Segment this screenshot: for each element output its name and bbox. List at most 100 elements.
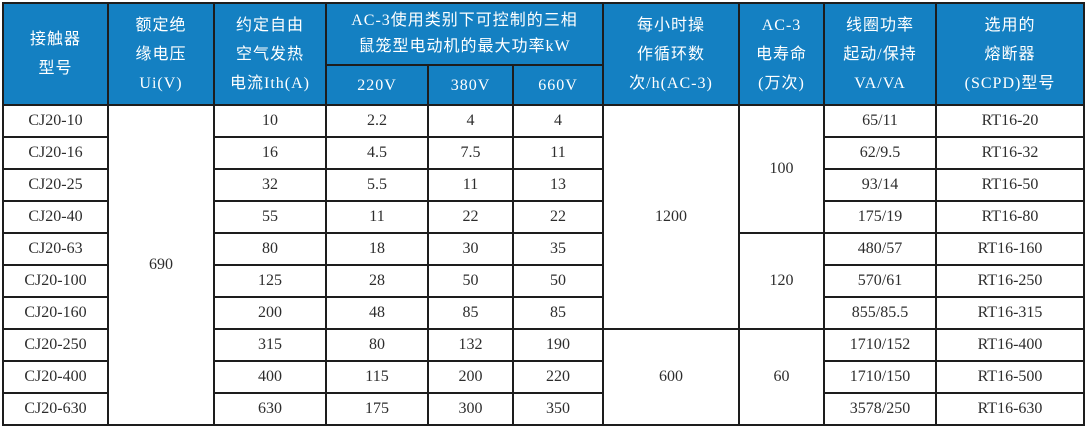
cell-coil-power: 175/19 <box>823 200 937 234</box>
cell-power-220: 5.5 <box>325 168 429 202</box>
cell-power-220: 80 <box>325 328 429 362</box>
cell-coil-power: 570/61 <box>823 264 937 298</box>
cell-power-660: 13 <box>512 168 604 202</box>
cell-ith: 32 <box>213 168 327 202</box>
cell-power-660: 220 <box>512 360 604 394</box>
cell-cycles-merged-bottom: 600 <box>602 328 740 426</box>
cell-power-380: 200 <box>427 360 514 394</box>
cell-model: CJ20-100 <box>2 264 109 298</box>
cell-power-380: 132 <box>427 328 514 362</box>
cell-coil-power: 3578/250 <box>823 392 937 426</box>
cell-coil-power: 480/57 <box>823 232 937 266</box>
header-row-top: 接触器 型号 额定绝 缘电压 Ui(V) 约定自由 空气发热 电流Ith(A) … <box>2 2 1085 106</box>
cell-life-merged-bottom: 60 <box>738 328 825 426</box>
cell-life-merged-top: 100 <box>738 104 825 234</box>
cell-power-660: 35 <box>512 232 604 266</box>
cell-model: CJ20-400 <box>2 360 109 394</box>
cell-power-220: 4.5 <box>325 136 429 170</box>
cell-fuse: RT16-400 <box>935 328 1085 362</box>
cell-fuse: RT16-315 <box>935 296 1085 330</box>
contactor-spec-table: 接触器 型号 额定绝 缘电压 Ui(V) 约定自由 空气发热 电流Ith(A) … <box>2 2 1085 426</box>
header-model: 接触器 型号 <box>2 2 109 106</box>
cell-power-660: 85 <box>512 296 604 330</box>
header-row-sub: 220V 380V 660V <box>3 64 1084 106</box>
cell-coil-power: 65/11 <box>823 104 937 138</box>
cell-power-380: 4 <box>427 104 514 138</box>
cell-ith: 125 <box>213 264 327 298</box>
cell-ith: 80 <box>213 232 327 266</box>
cell-model: CJ20-16 <box>2 136 109 170</box>
cell-ith: 10 <box>213 104 327 138</box>
table-row: CJ20-400 400 115 200 220 1710/150 RT16-5… <box>2 360 1085 394</box>
cell-power-660: 22 <box>512 200 604 234</box>
cell-power-220: 18 <box>325 232 429 266</box>
cell-power-660: 190 <box>512 328 604 362</box>
cell-power-380: 30 <box>427 232 514 266</box>
header-380v: 380V <box>427 64 514 106</box>
table-row: CJ20-630 630 175 300 350 3578/250 RT16-6… <box>2 392 1085 426</box>
cell-fuse: RT16-250 <box>935 264 1085 298</box>
header-ui: 额定绝 缘电压 Ui(V) <box>107 2 215 106</box>
header-220v: 220V <box>325 64 429 106</box>
header-coil: 线圈功率 起动/保持 VA/VA <box>823 2 937 106</box>
table-row: CJ20-100 125 28 50 50 570/61 RT16-250 <box>2 264 1085 298</box>
cell-power-380: 50 <box>427 264 514 298</box>
cell-ith: 315 <box>213 328 327 362</box>
cell-power-660: 350 <box>512 392 604 426</box>
cell-power-660: 4 <box>512 104 604 138</box>
cell-power-220: 2.2 <box>325 104 429 138</box>
table-row: CJ20-63 80 18 30 35 120 480/57 RT16-160 <box>2 232 1085 330</box>
table-row: CJ20-40 55 11 22 22 175/19 RT16-80 <box>2 200 1085 234</box>
cell-ith: 16 <box>213 136 327 170</box>
cell-power-220: 28 <box>325 264 429 298</box>
cell-model: CJ20-250 <box>2 328 109 362</box>
cell-model: CJ20-10 <box>2 104 109 138</box>
cell-cycles-merged-top: 1200 <box>602 104 740 330</box>
cell-fuse: RT16-20 <box>935 104 1085 138</box>
cell-power-220: 11 <box>325 200 429 234</box>
cell-coil-power: 93/14 <box>823 168 937 202</box>
cell-coil-power: 855/85.5 <box>823 296 937 330</box>
header-660v: 660V <box>512 64 604 106</box>
cell-power-380: 7.5 <box>427 136 514 170</box>
cell-model: CJ20-630 <box>2 392 109 426</box>
cell-power-380: 22 <box>427 200 514 234</box>
cell-power-380: 11 <box>427 168 514 202</box>
cell-model: CJ20-63 <box>2 232 109 266</box>
cell-life-merged-mid: 120 <box>738 232 825 330</box>
cell-ui-merged: 690 <box>107 104 215 426</box>
cell-power-220: 115 <box>325 360 429 394</box>
cell-power-220: 48 <box>325 296 429 330</box>
table-row: CJ20-25 32 5.5 11 13 93/14 RT16-50 <box>2 168 1085 202</box>
header-ith: 约定自由 空气发热 电流Ith(A) <box>213 2 327 106</box>
cell-fuse: RT16-32 <box>935 136 1085 170</box>
header-fuse: 选用的 熔断器 (SCPD)型号 <box>935 2 1085 106</box>
cell-ith: 630 <box>213 392 327 426</box>
cell-coil-power: 62/9.5 <box>823 136 937 170</box>
cell-ith: 400 <box>213 360 327 394</box>
table-body: CJ20-10 690 10 2.2 4 4 1200 100 65/11 RT… <box>2 104 1085 426</box>
cell-model: CJ20-160 <box>2 296 109 330</box>
cell-fuse: RT16-50 <box>935 168 1085 202</box>
cell-coil-power: 1710/152 <box>823 328 937 362</box>
cell-coil-power: 1710/150 <box>823 360 937 394</box>
table-row: CJ20-250 315 80 132 190 600 60 1710/152 … <box>2 328 1085 426</box>
cell-fuse: RT16-630 <box>935 392 1085 426</box>
header-cycles: 每小时操 作循环数 次/h(AC-3) <box>602 2 740 106</box>
cell-fuse: RT16-80 <box>935 200 1085 234</box>
cell-ith: 200 <box>213 296 327 330</box>
cell-power-220: 175 <box>325 392 429 426</box>
contactor-spec-table-wrap: 接触器 型号 额定绝 缘电压 Ui(V) 约定自由 空气发热 电流Ith(A) … <box>2 2 1085 426</box>
table-row: CJ20-160 200 48 85 85 855/85.5 RT16-315 <box>2 296 1085 330</box>
cell-power-380: 85 <box>427 296 514 330</box>
cell-fuse: RT16-500 <box>935 360 1085 394</box>
cell-model: CJ20-40 <box>2 200 109 234</box>
cell-power-660: 50 <box>512 264 604 298</box>
header-life: AC-3 电寿命 (万次) <box>738 2 825 106</box>
header-ac3-power-group: AC-3使用类别下可控制的三相 鼠笼型电动机的最大功率kW <box>325 2 604 66</box>
cell-fuse: RT16-160 <box>935 232 1085 266</box>
table-row: CJ20-16 16 4.5 7.5 11 62/9.5 RT16-32 <box>2 136 1085 170</box>
cell-power-660: 11 <box>512 136 604 170</box>
cell-model: CJ20-25 <box>2 168 109 202</box>
table-row: CJ20-10 690 10 2.2 4 4 1200 100 65/11 RT… <box>2 104 1085 426</box>
